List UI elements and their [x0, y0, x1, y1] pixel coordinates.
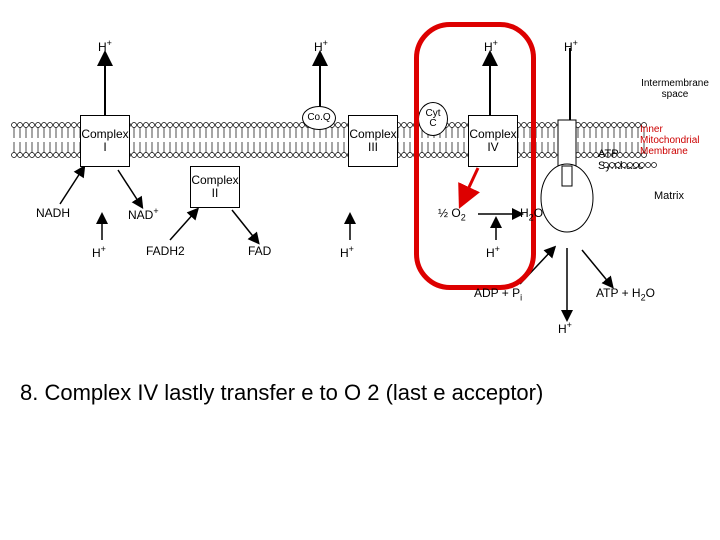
- inner-membrane-label: Inner Mitochondrial Membrane: [640, 124, 699, 157]
- fadh2-label: FADH2: [146, 244, 185, 258]
- atp-h2o-label: ATP + H2O: [596, 286, 655, 302]
- complex-2: Complex II: [190, 166, 240, 208]
- nad-plus-label: NAD+: [128, 206, 159, 222]
- nadh-label: NADH: [36, 206, 70, 220]
- h-plus-bottom-4: H+: [558, 320, 572, 336]
- matrix-label: Matrix: [654, 190, 684, 202]
- complex-3: Complex III: [348, 115, 398, 167]
- complex-1: Complex I: [80, 115, 130, 167]
- half-o2-label: ½ O2: [438, 206, 466, 222]
- etc-diagram: H+ H+ H+ H+ Intermembrane space: [0, 0, 720, 540]
- membrane-edge-circles: [600, 158, 660, 172]
- fad-label: FAD: [248, 244, 271, 258]
- h-plus-bottom-3: H+: [486, 244, 500, 260]
- h-plus-bottom-2: H+: [340, 244, 354, 260]
- caption: 8. Complex IV lastly transfer e to O 2 (…: [20, 380, 543, 406]
- adp-pi-label: ADP + Pi: [474, 286, 522, 302]
- atp-synthase: [540, 112, 594, 242]
- coq-oval: Co.Q: [302, 106, 336, 130]
- h-plus-bottom-1: H+: [92, 244, 106, 260]
- highlight-complex-4: [414, 22, 536, 290]
- h2o-label: H2O: [520, 206, 543, 222]
